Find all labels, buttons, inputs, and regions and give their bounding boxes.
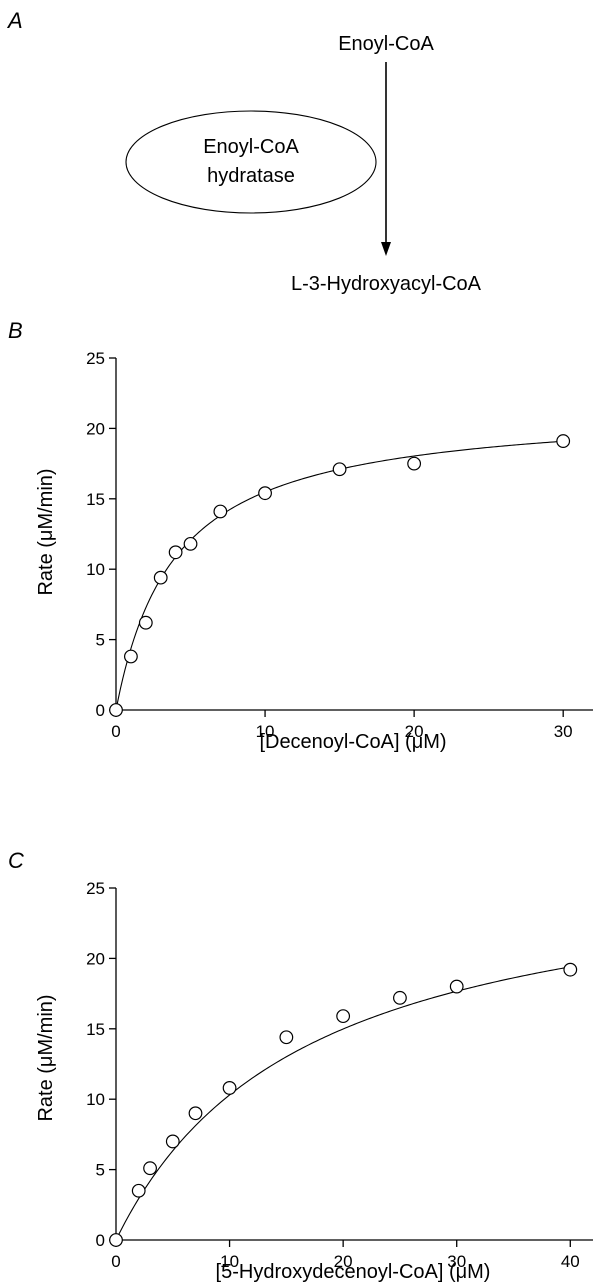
chart-c-data-point [143, 1161, 157, 1176]
panel-a-letter: A [6, 8, 23, 33]
chart-c-data-point [109, 1233, 123, 1247]
chart-b: B Rate (μM/min) [Decenoyl-CoA] (μM) 0 5 10… [8, 318, 593, 753]
substrate-label: Enoyl-CoA [338, 33, 434, 55]
enzyme-ellipse [125, 110, 377, 214]
chart-c-ytick-label: 10 [86, 1090, 105, 1109]
chart-b-ytick-label: 25 [86, 349, 105, 368]
chart-b-data-point [258, 486, 272, 501]
chart-b-data-point [124, 649, 138, 664]
chart-b-fit-curve [115, 440, 564, 711]
chart-c-data-point [336, 1009, 351, 1024]
chart-b-data-point [556, 434, 571, 448]
chart-c-xtick-label: 20 [334, 1252, 353, 1271]
chart-c-fit-curve [115, 966, 571, 1241]
chart-b-ytick-label: 5 [96, 631, 105, 650]
chart-b-data-point [407, 456, 422, 471]
chart-b-data-point [109, 703, 123, 717]
chart-c-ytick-label: 20 [86, 949, 105, 968]
chart-b-ytick-label: 15 [86, 490, 105, 509]
chart-b-data-point [138, 615, 153, 630]
chart-c-data-point [279, 1030, 294, 1045]
chart-b-data-point [168, 545, 183, 560]
chart-c-xlabel: [5-Hydroxydecenoyl-CoA] (μM) [216, 1261, 491, 1283]
reaction-arrow-head [381, 242, 391, 256]
chart-c-ylabel: Rate (μM/min) [35, 994, 57, 1121]
enzyme-label-line2: hydratase [207, 165, 295, 187]
chart-b-data-point [213, 504, 228, 519]
chart-c-xtick-label: 40 [561, 1252, 580, 1271]
chart-c-data-point [393, 990, 407, 1005]
chart-c-ytick-label: 15 [86, 1020, 105, 1039]
chart-b-xtick-label: 10 [256, 722, 275, 741]
chart-c: C Rate (μM/min) [5-Hydroxydecenoyl-CoA] … [8, 848, 593, 1283]
chart-b-xtick-label: 30 [554, 722, 573, 741]
chart-c-data-point [131, 1183, 146, 1198]
chart-c-data-point [449, 979, 464, 994]
chart-b-xtick-label: 20 [405, 722, 424, 741]
panel-c-letter: C [8, 848, 24, 873]
chart-c-data-point [222, 1081, 237, 1095]
chart-c-xtick-label: 10 [220, 1252, 239, 1271]
chart-b-ytick-label: 10 [86, 560, 105, 579]
panel-a: A Enoyl-CoA Enoyl-CoA hydratase L-3-Hydr… [6, 8, 482, 295]
chart-c-xtick-label: 30 [447, 1252, 466, 1271]
chart-b-xtick-label: 0 [111, 722, 120, 741]
chart-b-data-point [183, 536, 198, 551]
panel-b-letter: B [8, 318, 23, 343]
chart-b-data-point [332, 462, 347, 477]
chart-c-ytick-label: 0 [96, 1231, 105, 1250]
chart-b-xlabel: [Decenoyl-CoA] (μM) [259, 731, 446, 753]
chart-c-xtick-label: 0 [111, 1252, 120, 1271]
product-label: L-3-Hydroxyacyl-CoA [291, 273, 482, 295]
chart-c-data-point [188, 1106, 203, 1121]
chart-c-ytick-label: 5 [96, 1161, 105, 1180]
chart-b-ytick-label: 0 [96, 701, 105, 720]
chart-b-data-point [153, 570, 168, 585]
chart-b-ytick-label: 20 [86, 419, 105, 438]
chart-c-ytick-label: 25 [86, 879, 105, 898]
enzyme-label-line1: Enoyl-CoA [203, 136, 299, 158]
chart-c-data-point [165, 1134, 180, 1149]
chart-b-ylabel: Rate (μM/min) [35, 468, 57, 595]
chart-c-data-point [563, 962, 578, 977]
